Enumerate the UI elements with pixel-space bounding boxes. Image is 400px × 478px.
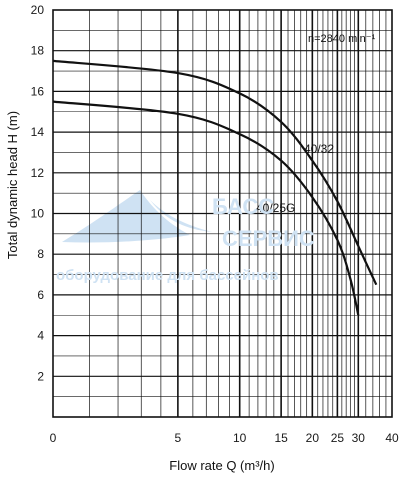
x-tick-label: 40 bbox=[385, 431, 399, 445]
x-tick-label: 20 bbox=[306, 431, 320, 445]
watermark-logo bbox=[62, 190, 212, 243]
curve-40-32 bbox=[52, 59, 378, 286]
y-tick-label: 6 bbox=[37, 288, 44, 302]
speed-annotation: n=2840 min⁻¹ bbox=[308, 33, 376, 45]
x-tick-label: 25 bbox=[331, 431, 345, 445]
y-tick-label: 4 bbox=[37, 329, 44, 343]
x-tick-label: 10 bbox=[233, 431, 247, 445]
y-tick-label: 20 bbox=[31, 3, 45, 17]
y-tick-label: 12 bbox=[31, 166, 45, 180]
y-tick-label: 18 bbox=[31, 44, 45, 58]
y-tick-label: 8 bbox=[37, 247, 44, 261]
y-tick-label: 10 bbox=[31, 207, 45, 221]
curve-label-40-25G: 40/25G bbox=[256, 201, 295, 215]
tick-labels: 0 5 10 15 20 25 30 40 2 4 6 8 10 12 14 16 18 20 bbox=[31, 3, 399, 445]
plot-frame bbox=[52, 9, 393, 418]
y-axis-label: Total dynamic head H (m) bbox=[5, 111, 20, 259]
x-tick-label: 0 bbox=[50, 431, 57, 445]
watermark-text-tagline: оборудование для бассейнов bbox=[56, 267, 279, 284]
curve-40-25G bbox=[52, 100, 360, 316]
y-tick-label: 14 bbox=[31, 125, 45, 139]
watermark-wave-icon bbox=[62, 190, 190, 243]
x-tick-label: 30 bbox=[352, 431, 366, 445]
chart-grid bbox=[53, 10, 392, 417]
x-tick-label: 15 bbox=[274, 431, 288, 445]
watermark-text-service: СЕРВИС bbox=[222, 226, 315, 251]
x-axis-label: Flow rate Q (m³/h) bbox=[169, 458, 274, 473]
x-tick-label: 5 bbox=[175, 431, 182, 445]
curve-label-40-32: 40/32 bbox=[304, 142, 334, 156]
curves: 40/32 40/25G bbox=[52, 59, 378, 316]
y-tick-label: 2 bbox=[37, 369, 44, 383]
y-tick-label: 16 bbox=[31, 84, 45, 98]
watermark-text-bass: БАСС bbox=[212, 194, 274, 219]
